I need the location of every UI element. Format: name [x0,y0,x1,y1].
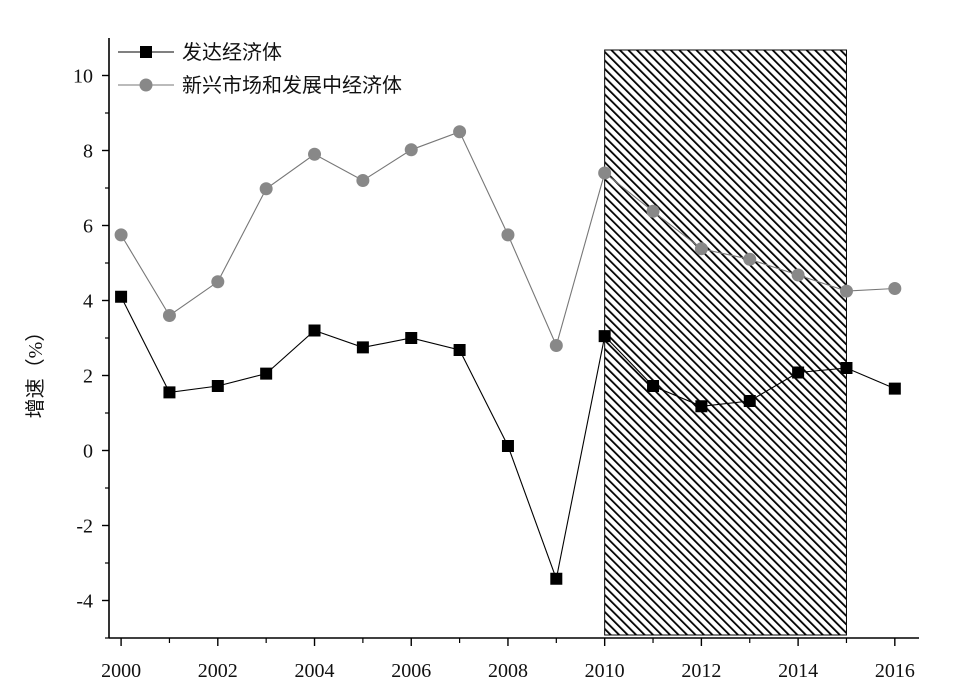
data-point-circle [646,204,660,218]
shaded-region [604,49,847,636]
data-point-square [453,344,466,356]
data-point-square [598,330,611,343]
x-tick-label: 2016 [875,660,915,682]
data-point-circle [308,147,322,161]
data-point-circle [743,252,757,266]
data-point-circle [356,174,370,187]
x-tick-label: 2006 [391,660,431,682]
data-point-square [840,362,853,374]
data-point-square [792,366,805,379]
y-tick-label: 0 [83,441,93,463]
legend-label-1: 发达经济体 [182,41,282,64]
data-point-square [260,367,273,380]
data-point-square [501,440,514,452]
data-point-square [308,324,321,337]
x-tick-label: 2012 [681,660,721,682]
data-point-circle [791,268,805,282]
y-tick-label: 8 [83,141,93,163]
y-tick-label: 2 [83,366,93,388]
x-tick-label: 2010 [585,660,625,682]
legend-label-2: 新兴市场和发展中经济体 [182,74,402,97]
data-point-square [163,386,176,399]
data-point-circle [453,125,467,139]
data-point-circle [211,275,225,289]
data-point-square [647,380,660,392]
legend-marker-square [140,46,152,58]
data-point-square [743,395,756,407]
data-point-circle [598,166,612,180]
y-tick-label: 6 [83,216,93,238]
data-point-square [405,332,418,344]
x-tick-label: 2002 [198,660,238,682]
y-tick-label: -4 [76,591,93,613]
x-tick-label: 2000 [101,660,141,682]
data-point-circle [259,182,273,196]
data-point-circle [694,242,708,256]
data-point-square [356,341,369,354]
data-point-square [211,380,224,392]
x-tick-label: 2014 [778,660,818,682]
y-axis-title: 增速（%） [24,322,47,419]
x-tick-label: 2008 [488,660,528,682]
data-point-square [550,572,563,585]
data-point-circle [549,339,563,352]
data-point-circle [114,228,128,242]
y-tick-label: 10 [73,66,93,88]
x-tick-label: 2004 [295,660,335,682]
data-point-square [115,290,128,303]
data-point-circle [404,143,418,157]
y-tick-label: -2 [76,516,93,538]
legend-marker-circle [139,78,153,92]
data-point-circle [501,228,515,242]
data-point-square [695,400,708,413]
data-point-circle [162,309,176,322]
data-point-circle [888,282,902,295]
data-point-square [888,382,901,395]
data-point-circle [839,284,853,298]
y-tick-label: 4 [83,291,93,313]
